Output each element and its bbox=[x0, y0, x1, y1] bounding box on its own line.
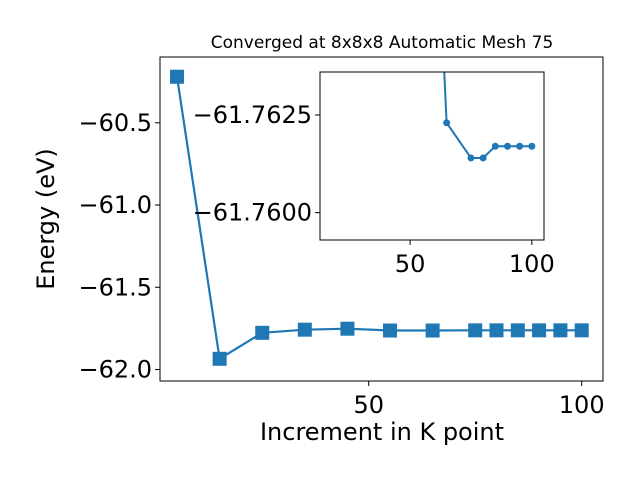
inset-data-point bbox=[443, 119, 451, 127]
main-data-point bbox=[553, 323, 568, 338]
main-data-point bbox=[170, 69, 185, 84]
inset-data-point bbox=[516, 142, 524, 150]
main-y-tick-label: −62.0 bbox=[78, 355, 152, 383]
main-data-point bbox=[383, 323, 398, 338]
main-data-point bbox=[532, 323, 547, 338]
main-y-tick-label: −61.0 bbox=[78, 191, 152, 219]
main-axes-frame bbox=[159, 56, 604, 382]
x-axis-label: Increment in K point bbox=[260, 418, 504, 446]
inset-data-point bbox=[467, 154, 475, 162]
inset-x-tick-label: 50 bbox=[395, 250, 426, 278]
main-data-point bbox=[340, 321, 355, 336]
inset-axes-frame bbox=[319, 71, 545, 241]
main-y-tick-label: −61.5 bbox=[78, 273, 152, 301]
main-x-tick-label: 100 bbox=[559, 391, 605, 419]
main-data-point bbox=[425, 323, 440, 338]
main-data-point bbox=[510, 323, 525, 338]
inset-y-tick-label: −61.7600 bbox=[193, 199, 312, 227]
y-axis-label: Energy (eV) bbox=[32, 148, 60, 290]
inset-x-tick-label: 100 bbox=[509, 250, 555, 278]
main-chart-title: Converged at 8x8x8 Automatic Mesh 75 bbox=[211, 33, 554, 53]
main-data-point bbox=[574, 323, 589, 338]
inset-y-tick-label: −61.7625 bbox=[193, 101, 312, 129]
inset-plot-area bbox=[320, 72, 544, 240]
inset-data-point bbox=[491, 142, 499, 150]
main-data-point bbox=[212, 351, 227, 366]
main-y-tick-label: −60.5 bbox=[78, 109, 152, 137]
main-data-point bbox=[489, 323, 504, 338]
inset-data-point bbox=[503, 142, 511, 150]
inset-data-point bbox=[528, 142, 536, 150]
inset-data-point bbox=[479, 154, 487, 162]
main-data-point bbox=[255, 325, 270, 340]
main-data-point bbox=[468, 323, 483, 338]
main-data-point bbox=[297, 322, 312, 337]
main-x-tick-label: 50 bbox=[353, 391, 384, 419]
